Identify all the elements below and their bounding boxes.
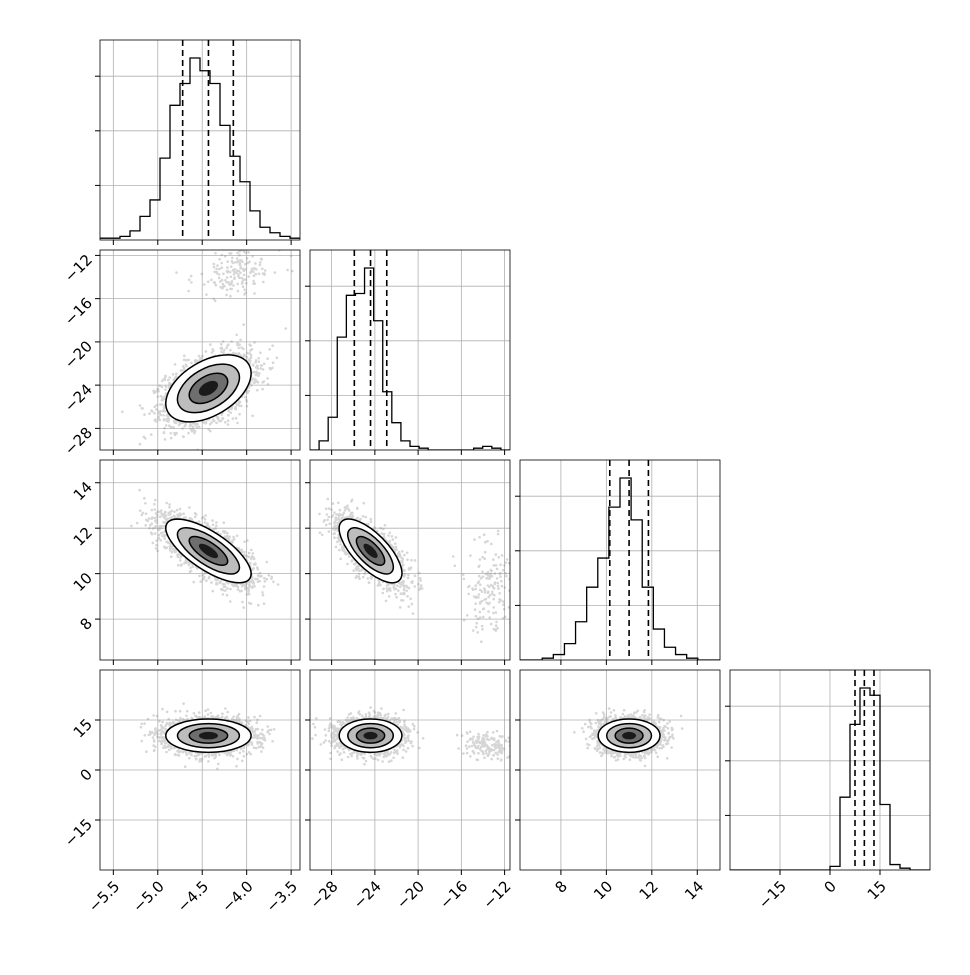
y-tick-label: −24	[61, 380, 96, 415]
panel-3-2	[519, 669, 721, 871]
y-tick-label: 0	[77, 765, 96, 784]
panel-content	[310, 670, 510, 870]
x-tick-label: 12	[636, 877, 662, 903]
panel-2-2	[515, 459, 721, 661]
histogram-2	[520, 477, 720, 660]
y-tick-label: 15	[70, 715, 96, 741]
panel-frame	[99, 459, 301, 661]
y-tick-label: −15	[61, 815, 96, 850]
y-tick-label: −28	[61, 424, 96, 459]
scatter-points	[121, 250, 294, 450]
panel-content	[520, 460, 720, 660]
density-contour	[198, 380, 219, 396]
panel-content	[100, 460, 300, 660]
panel-frame	[309, 249, 511, 451]
x-tick-label: 14	[681, 877, 707, 903]
x-tick-label: −5.0	[129, 877, 167, 915]
y-tick-label: 12	[70, 523, 96, 549]
x-tick-label: −12	[479, 877, 514, 912]
panel-3-0	[99, 669, 301, 871]
y-tick-label: −16	[61, 294, 96, 329]
y-tick-label: 14	[70, 478, 96, 504]
panel-content	[310, 250, 510, 450]
density-contour	[363, 731, 378, 740]
density-contour	[198, 731, 219, 740]
x-tick-label: −15	[755, 877, 790, 912]
panel-frame	[309, 459, 511, 661]
x-tick-label: −3.5	[263, 877, 301, 915]
panel-content	[100, 250, 300, 450]
density-contour	[622, 731, 637, 740]
y-tick-label: −12	[61, 251, 96, 286]
y-tick-label: 8	[77, 614, 96, 633]
panel-1-1	[305, 249, 511, 451]
panel-frame	[519, 459, 721, 661]
x-tick-label: −20	[393, 877, 428, 912]
panel-content	[310, 460, 510, 660]
x-tick-label: −28	[307, 877, 342, 912]
density-contour	[198, 543, 219, 559]
histogram-1	[310, 267, 510, 450]
panel-0-0	[95, 39, 301, 241]
panel-content	[730, 670, 930, 870]
x-tick-label: 15	[864, 877, 890, 903]
x-tick-label: −16	[436, 877, 471, 912]
x-tick-label: 0	[821, 877, 840, 896]
y-tick-label: −20	[61, 337, 96, 372]
histogram-3	[730, 687, 930, 870]
histogram-0	[100, 57, 300, 239]
panel-2-0	[99, 459, 301, 661]
y-tick-label: 10	[70, 569, 96, 595]
x-tick-label: 8	[551, 877, 570, 896]
panel-2-1	[309, 459, 511, 661]
x-tick-label: 10	[590, 877, 616, 903]
x-tick-label: −4.5	[174, 877, 212, 915]
x-tick-label: −5.5	[85, 877, 123, 915]
panel-3-1	[309, 669, 511, 871]
panel-frame	[99, 249, 301, 451]
x-tick-label: −24	[350, 877, 385, 912]
panel-content	[100, 670, 300, 870]
panel-1-0	[99, 249, 301, 451]
panel-frame	[99, 39, 301, 241]
x-tick-label: −4.0	[218, 877, 256, 915]
density-contour	[363, 543, 378, 559]
panel-content	[520, 670, 720, 870]
panel-3-3	[725, 669, 931, 871]
panel-content	[100, 40, 300, 240]
